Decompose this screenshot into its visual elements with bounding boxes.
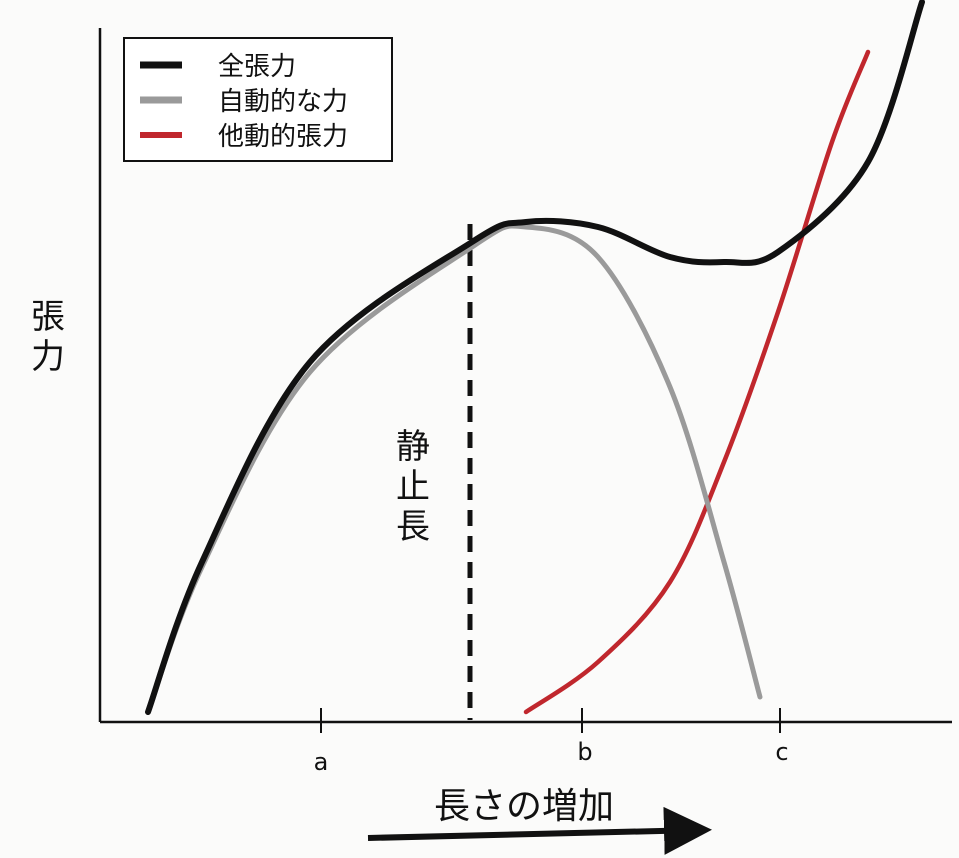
y-axis-label-char: 張 [31, 297, 65, 337]
resting-length-label: 静止長 [396, 427, 430, 547]
tick-label-c: c [775, 738, 788, 766]
legend: 全張力 自動的な力 他動的張力 [123, 37, 393, 162]
resting-length-label-char: 静 [396, 427, 430, 467]
y-axis-label-char: 力 [31, 337, 65, 377]
tick-label-a: a [314, 748, 329, 776]
y-axis-label: 張力 [31, 297, 65, 377]
series-line-passive-tension [523, 49, 871, 715]
legend-label-passive: 他動的張力 [218, 122, 348, 152]
series-line-total-tension [145, 0, 925, 715]
tick-label-b: b [577, 738, 592, 766]
series-line-active-force [145, 223, 763, 715]
legend-label-active: 自動的な力 [218, 87, 348, 117]
legend-label-total: 全張力 [218, 52, 296, 82]
x-direction-arrow [367, 806, 712, 855]
resting-length-label-char: 長 [396, 507, 430, 547]
resting-length-label-char: 止 [396, 467, 430, 507]
x-axis-label: 長さの増加 [434, 786, 614, 827]
